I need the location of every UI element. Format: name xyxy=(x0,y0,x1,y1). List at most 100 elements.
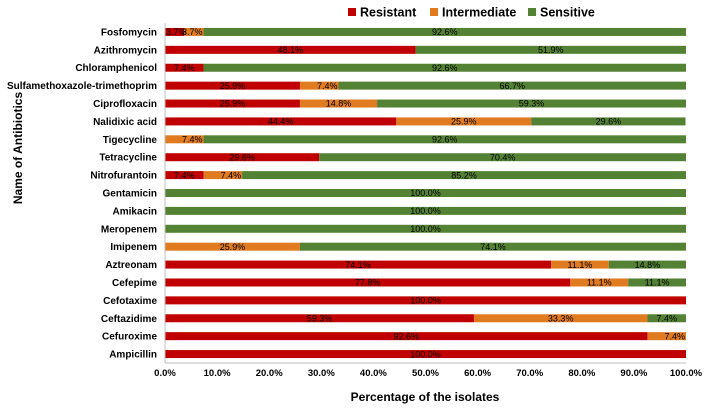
x-tick-label: 0.0% xyxy=(154,368,176,379)
x-tick-label: 60.0% xyxy=(464,368,491,379)
category-label-sulfamethoxazole-trimethoprim: Sulfamethoxazole-trimethoprim xyxy=(7,81,157,92)
data-label-resistant-nalidixic-acid: 44.4% xyxy=(268,117,294,127)
bar-sensitive-nalidixic-acid xyxy=(531,117,686,126)
data-label-sensitive-gentamicin: 100.0% xyxy=(410,188,441,198)
data-label-intermediate-cefuroxime: 7.4% xyxy=(664,331,685,341)
x-tick-label: 10.0% xyxy=(204,368,231,379)
data-label-resistant-cefuroxime: 92.6% xyxy=(393,331,419,341)
bar-sensitive-aztreonam xyxy=(608,260,686,269)
category-label-gentamicin: Gentamicin xyxy=(103,189,157,200)
x-tick-label: 50.0% xyxy=(412,368,439,379)
data-label-resistant-aztreonam: 74.1% xyxy=(345,260,371,270)
bars xyxy=(165,27,686,359)
bar-intermediate-aztreonam xyxy=(551,260,609,269)
x-tick-label: 40.0% xyxy=(360,368,387,379)
bar-intermediate-tigecycline xyxy=(165,135,204,144)
bar-intermediate-fosfomycin xyxy=(184,27,204,36)
bar-resistant-cefepime xyxy=(165,278,571,287)
bar-resistant-chloramphenicol xyxy=(165,63,204,72)
bar-intermediate-nalidixic-acid xyxy=(396,117,532,126)
bar-resistant-aztreonam xyxy=(165,260,552,269)
bar-intermediate-cefuroxime xyxy=(647,332,686,341)
category-label-tigecycline: Tigecycline xyxy=(103,135,158,146)
data-label-resistant-tetracycline: 29.6% xyxy=(229,152,255,162)
data-label-resistant-ciprofloxacin: 25.9% xyxy=(220,99,246,109)
bar-sensitive-ceftazidime xyxy=(647,314,686,323)
data-label-intermediate-ceftazidime: 33.3% xyxy=(548,313,574,323)
bar-sensitive-fosfomycin xyxy=(203,27,686,36)
data-label-sensitive-tigecycline: 92.6% xyxy=(432,135,458,145)
data-label-sensitive-nalidixic-acid: 29.6% xyxy=(596,117,622,127)
x-tick-label: 70.0% xyxy=(516,368,543,379)
data-label-sensitive-amikacin: 100.0% xyxy=(410,206,441,216)
bar-sensitive-nitrofurantoin xyxy=(242,171,686,180)
bar-resistant-ceftazidime xyxy=(165,314,474,323)
category-label-cefepime: Cefepime xyxy=(112,278,157,289)
category-label-nitrofurantoin: Nitrofurantoin xyxy=(90,171,157,182)
bar-resistant-tetracycline xyxy=(165,153,320,162)
data-label-sensitive-azithromycin: 51.9% xyxy=(538,45,564,55)
category-label-ceftazidime: Ceftazidime xyxy=(101,314,158,325)
data-label-intermediate-ciprofloxacin: 14.8% xyxy=(326,99,352,109)
legend-label-intermediate: Intermediate xyxy=(442,6,516,20)
data-label-intermediate-sulfamethoxazole-trimethoprim: 7.4% xyxy=(317,81,338,91)
bar-intermediate-imipenem xyxy=(165,242,300,251)
bar-sensitive-amikacin xyxy=(165,206,686,215)
x-axis-title: Percentage of the isolates xyxy=(351,390,500,404)
bar-sensitive-sulfamethoxazole-trimethoprim xyxy=(338,81,686,90)
bar-sensitive-meropenem xyxy=(165,224,686,233)
bar-resistant-fosfomycin xyxy=(165,27,185,36)
category-label-ampicillin: Ampicillin xyxy=(109,350,157,361)
category-label-amikacin: Amikacin xyxy=(113,206,157,217)
data-label-intermediate-aztreonam: 11.1% xyxy=(568,260,593,270)
bar-resistant-ciprofloxacin xyxy=(165,99,300,108)
bar-sensitive-ciprofloxacin xyxy=(377,99,686,108)
bar-sensitive-imipenem xyxy=(299,242,686,251)
data-label-resistant-cefepime: 77.8% xyxy=(355,278,381,288)
bar-sensitive-tetracycline xyxy=(319,153,686,162)
legend-label-sensitive: Sensitive xyxy=(540,6,595,20)
bar-resistant-cefotaxime xyxy=(165,296,686,305)
data-labels: 3.7%3.7% 92.6% 48.1% 51.9% 7.4% 92.6% 25.9% 7.4… xyxy=(166,27,685,359)
x-tick-label: 80.0% xyxy=(568,368,595,379)
data-label-intermediate-nitrofurantoin: 7.4% xyxy=(221,170,242,180)
data-label-sensitive-ceftazidime: 7.4% xyxy=(656,313,677,323)
legend-swatch-resistant xyxy=(348,8,356,16)
category-labels: Fosfomycin Azithromycin Chloramphenicol Sul… xyxy=(7,27,157,360)
category-label-nalidixic-acid: Nalidixic acid xyxy=(93,117,157,128)
category-label-imipenem: Imipenem xyxy=(110,242,157,253)
data-label-sensitive-aztreonam: 14.8% xyxy=(635,260,661,270)
category-label-aztreonam: Aztreonam xyxy=(105,260,157,271)
data-label-intermediate-nalidixic-acid: 25.9% xyxy=(451,117,477,127)
category-label-tetracycline: Tetracycline xyxy=(99,153,157,164)
legend-swatch-sensitive xyxy=(528,8,536,16)
data-label-resistant-ampicillin: 100.0% xyxy=(410,349,441,359)
data-label-resistant-ceftazidime: 59.3% xyxy=(307,313,333,323)
data-label-intermediate-tigecycline: 7.4% xyxy=(182,135,203,145)
data-label-sensitive-fosfomycin: 92.6% xyxy=(432,27,458,37)
data-label-sensitive-chloramphenicol: 92.6% xyxy=(432,63,458,73)
x-tick-label: 90.0% xyxy=(620,368,647,379)
x-tick-label: 20.0% xyxy=(256,368,283,379)
data-label-resistant-sulfamethoxazole-trimethoprim: 25.9% xyxy=(220,81,246,91)
bar-resistant-ampicillin xyxy=(165,350,686,359)
category-label-fosfomycin: Fosfomycin xyxy=(101,27,157,38)
data-label-sensitive-ciprofloxacin: 59.3% xyxy=(519,99,545,109)
bar-intermediate-nitrofurantoin xyxy=(203,171,243,180)
data-label-intermediate-fosfomycin: 3.7% xyxy=(182,27,203,37)
x-tick-label: 30.0% xyxy=(308,368,335,379)
bar-sensitive-azithromycin xyxy=(415,45,686,54)
category-label-chloramphenicol: Chloramphenicol xyxy=(75,63,157,74)
legend: Resistant Intermediate Sensitive xyxy=(348,6,595,20)
y-axis-title: Name of Antibiotics xyxy=(11,92,25,205)
bar-resistant-cefuroxime xyxy=(165,332,648,341)
bar-sensitive-gentamicin xyxy=(165,189,686,197)
bar-sensitive-tigecycline xyxy=(203,135,686,144)
data-label-intermediate-cefepime: 11.1% xyxy=(587,278,612,288)
bar-intermediate-cefepime xyxy=(570,278,629,287)
legend-swatch-intermediate xyxy=(430,8,438,16)
data-label-resistant-nitrofurantoin: 7.4% xyxy=(174,170,195,180)
data-label-resistant-chloramphenicol: 7.4% xyxy=(174,63,195,73)
data-label-resistant-fosfomycin: 3.7% xyxy=(166,27,187,37)
